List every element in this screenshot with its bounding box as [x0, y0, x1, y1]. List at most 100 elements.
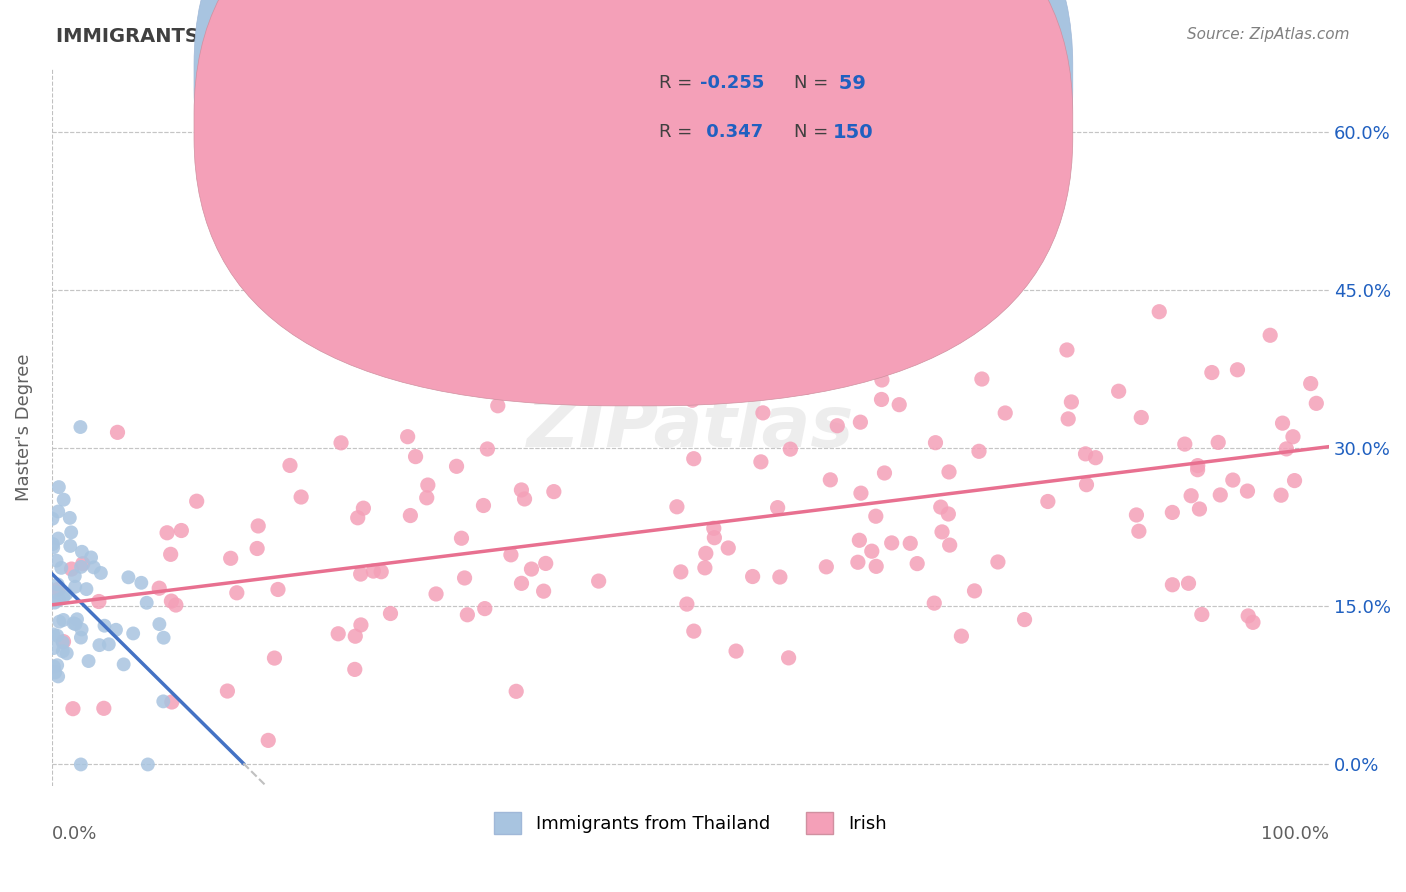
Point	[849, 486, 872, 500]
Point	[815, 559, 838, 574]
Point	[676, 597, 699, 611]
Point	[1177, 576, 1199, 591]
Point	[769, 570, 792, 584]
Point	[681, 393, 703, 408]
Point	[1226, 363, 1249, 377]
Point	[46, 504, 69, 518]
Point	[159, 547, 181, 561]
Point	[450, 531, 472, 545]
Point	[69, 420, 91, 434]
Point	[796, 380, 818, 394]
Point	[520, 562, 543, 576]
Point	[1187, 463, 1209, 477]
Text: 0.0%: 0.0%	[52, 825, 97, 843]
Point	[46, 532, 69, 546]
Point	[1187, 458, 1209, 473]
Point	[350, 567, 373, 582]
Point	[80, 550, 103, 565]
Point	[1147, 304, 1170, 318]
Point	[1056, 343, 1078, 357]
Point	[48, 615, 70, 629]
Point	[170, 524, 193, 538]
Point	[60, 525, 83, 540]
Point	[1284, 474, 1306, 488]
Point	[45, 585, 67, 599]
Point	[46, 577, 69, 591]
Point	[682, 624, 704, 639]
Point	[665, 500, 688, 514]
Point	[513, 491, 536, 506]
Point	[51, 561, 73, 575]
Point	[486, 399, 509, 413]
Point	[889, 398, 911, 412]
Point	[1270, 488, 1292, 502]
Point	[682, 451, 704, 466]
Point	[741, 569, 763, 583]
Point	[860, 544, 883, 558]
Point	[1057, 412, 1080, 426]
Point	[60, 562, 83, 576]
Point	[717, 541, 740, 555]
Point	[89, 638, 111, 652]
Point	[534, 557, 557, 571]
Y-axis label: Master's Degree: Master's Degree	[15, 353, 32, 500]
Point	[870, 373, 893, 387]
Point	[160, 594, 183, 608]
Point	[66, 612, 89, 626]
Point	[59, 539, 82, 553]
Point	[75, 582, 97, 596]
Text: R =: R =	[659, 123, 699, 141]
Point	[778, 651, 800, 665]
Text: -0.255: -0.255	[700, 74, 765, 92]
Point	[703, 531, 725, 545]
Point	[62, 616, 84, 631]
Point	[936, 507, 959, 521]
Point	[42, 641, 65, 656]
Point	[55, 587, 77, 601]
Point	[1076, 477, 1098, 491]
Point	[931, 524, 953, 539]
Point	[55, 646, 77, 660]
Point	[52, 635, 75, 649]
Point	[148, 581, 170, 595]
Point	[97, 637, 120, 651]
Point	[924, 435, 946, 450]
Point	[950, 629, 973, 643]
Point	[970, 372, 993, 386]
Point	[1271, 416, 1294, 430]
Point	[474, 601, 496, 615]
Point	[1161, 505, 1184, 519]
Point	[848, 533, 870, 548]
Point	[77, 654, 100, 668]
Point	[779, 442, 801, 457]
Point	[1222, 473, 1244, 487]
Point	[510, 483, 533, 497]
Point	[405, 450, 427, 464]
Text: ZIPatlas: ZIPatlas	[527, 392, 853, 461]
Point	[1060, 395, 1083, 409]
Point	[963, 583, 986, 598]
Point	[396, 430, 419, 444]
Point	[1206, 435, 1229, 450]
Point	[263, 651, 285, 665]
Text: 100.0%: 100.0%	[1261, 825, 1329, 843]
Point	[112, 657, 135, 672]
Point	[766, 500, 789, 515]
Text: 150: 150	[832, 123, 873, 142]
Point	[63, 580, 86, 594]
Point	[1108, 384, 1130, 399]
Point	[849, 415, 872, 429]
Point	[1299, 376, 1322, 391]
Point	[219, 551, 242, 566]
Point	[52, 634, 75, 648]
Point	[62, 701, 84, 715]
Point	[898, 536, 921, 550]
Point	[472, 499, 495, 513]
Point	[87, 594, 110, 608]
Point	[41, 512, 63, 526]
Point	[346, 510, 368, 524]
Point	[65, 617, 87, 632]
Point	[543, 484, 565, 499]
Point	[70, 560, 93, 574]
Point	[90, 566, 112, 580]
